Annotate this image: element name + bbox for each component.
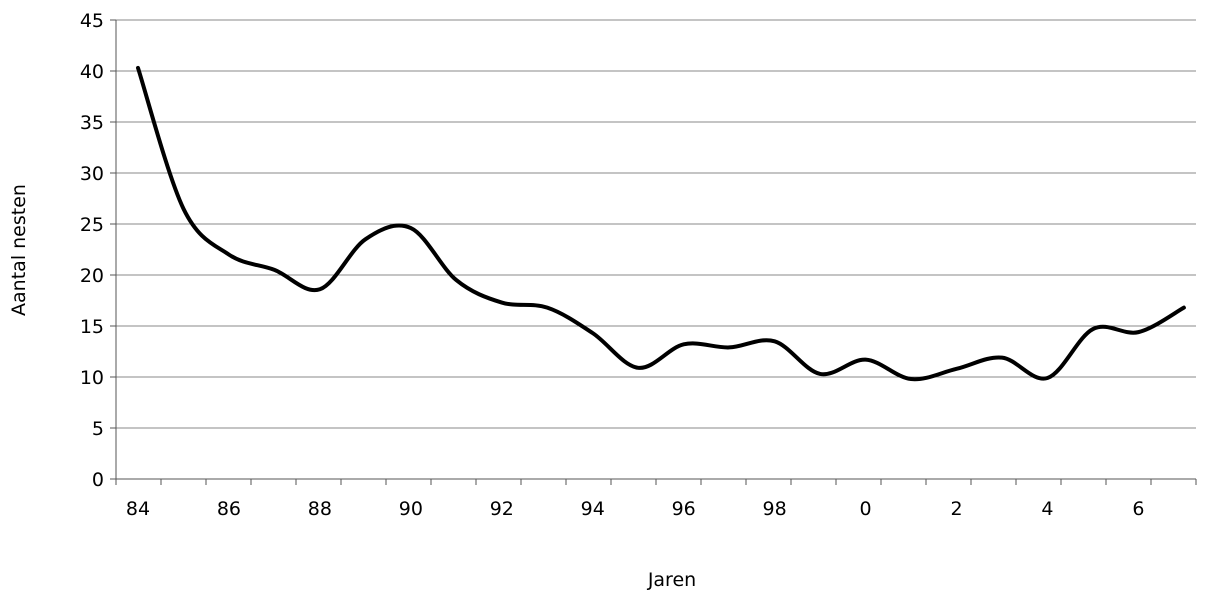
x-tick-label: 92 [490, 498, 514, 520]
y-tick-label: 30 [80, 163, 104, 185]
x-tick-label: 4 [1041, 498, 1053, 520]
y-tick-label: 40 [80, 61, 104, 83]
y-tick-label: 20 [80, 265, 104, 287]
x-tick-label: 96 [672, 498, 696, 520]
x-axis-title: Jaren [647, 569, 696, 590]
axes [115, 20, 1196, 480]
y-tick-label: 10 [80, 367, 104, 389]
gridlines [116, 19, 1196, 429]
series-line [136, 65, 1186, 382]
y-tick-label: 25 [80, 214, 104, 236]
x-tick-label: 2 [950, 498, 962, 520]
x-tick-label: 90 [399, 498, 423, 520]
y-tick-label: 35 [80, 112, 104, 134]
x-tick-label: 98 [763, 498, 787, 520]
y-axis-title: Aantal nesten [8, 184, 30, 316]
y-tick-label: 5 [92, 418, 104, 440]
y-tick-label: 45 [80, 10, 104, 32]
x-tick-label: 88 [308, 498, 332, 520]
x-tick-label: 0 [860, 498, 872, 520]
y-tick-labels: 0 5 10 15 20 25 30 35 40 45 [80, 10, 116, 491]
x-tick-label: 94 [581, 498, 605, 520]
y-tick-label: 0 [92, 469, 104, 491]
x-tick-label: 84 [126, 498, 150, 520]
x-tick-label: 6 [1132, 498, 1144, 520]
x-tick-label: 86 [217, 498, 241, 520]
x-tick-labels: 84 86 88 90 92 94 96 98 0 2 4 6 [115, 479, 1197, 520]
y-tick-label: 15 [80, 316, 104, 338]
